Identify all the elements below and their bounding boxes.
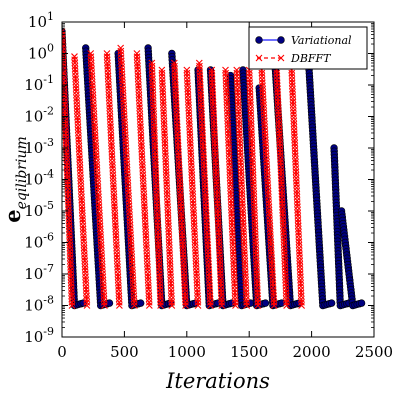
y-tick-label: 100 <box>28 42 54 63</box>
data-point-x <box>298 302 306 309</box>
legend-box <box>248 26 368 70</box>
segment-line <box>62 31 73 306</box>
x-tick-label: 1500 <box>230 343 268 361</box>
data-point-x <box>283 302 291 309</box>
series-segment <box>273 66 291 309</box>
y-tick-label: 10-7 <box>24 262 54 283</box>
data-point-x <box>254 302 262 309</box>
data-point-x <box>255 54 263 62</box>
series-segment <box>245 66 262 309</box>
y-tick-label: 10-9 <box>24 325 54 346</box>
y-axis: 10-9 10-8 10-7 10-6 10-5 10-4 10-3 10-2 10-1 100 1… <box>24 10 374 346</box>
data-point-x <box>68 302 76 309</box>
x-axis: 0 500 1000 1500 2000 2500 <box>57 22 393 361</box>
series-segment <box>195 59 214 309</box>
data-point-x <box>145 302 153 309</box>
y-axis-title: eeqilibrium <box>0 136 30 222</box>
y-tick-label: 10-4 <box>24 168 54 189</box>
y-axis-title-subscript: eqilibrium <box>14 136 30 209</box>
y-tick-label: 10-1 <box>24 73 54 94</box>
data-point-x <box>101 302 108 309</box>
data-point-x <box>207 302 214 309</box>
legend-marker <box>277 36 285 44</box>
data-point-x <box>116 302 123 309</box>
legend: Variational DBFFT <box>248 26 368 70</box>
series-layer <box>62 27 366 310</box>
y-tick-label: 10-3 <box>24 136 54 157</box>
x-axis-title: Iterations <box>165 369 270 393</box>
y-tick-label: 101 <box>28 10 54 31</box>
y-tick-label: 10-6 <box>24 231 54 252</box>
legend-marker <box>255 36 263 44</box>
y-tick-label: 10-8 <box>24 294 54 315</box>
series-segment <box>305 66 336 310</box>
series-segment <box>258 66 278 309</box>
series-segment <box>222 66 239 309</box>
data-point-x <box>277 54 285 62</box>
legend-label-variational: Variational <box>291 34 352 47</box>
y-tick-label: 10-2 <box>24 105 54 126</box>
series-segment <box>62 28 76 309</box>
series-segment <box>133 50 153 309</box>
data-point <box>327 299 336 307</box>
series-segment <box>148 59 164 309</box>
data-point-x <box>83 302 91 309</box>
data-point-x <box>218 302 226 309</box>
series-segment <box>103 50 123 309</box>
data-point-x <box>157 302 164 309</box>
x-tick-label: 500 <box>110 343 139 361</box>
x-tick-label: 2000 <box>293 343 331 361</box>
series-segment <box>233 66 251 309</box>
x-tick-label: 0 <box>57 343 67 361</box>
x-tick-label: 1000 <box>168 343 206 361</box>
data-point-x <box>194 302 202 309</box>
data-point <box>261 299 270 307</box>
segment-line <box>120 47 135 306</box>
series-segment <box>87 50 108 309</box>
series-dbfft <box>62 28 306 309</box>
series-segment <box>337 207 366 310</box>
y-tick-label: 10-5 <box>24 199 54 220</box>
series-segment <box>158 66 176 309</box>
data-point <box>136 299 145 307</box>
series-segment <box>208 66 226 309</box>
legend-label-dbfft: DBFFT <box>290 52 332 65</box>
y-axis-title-main: e <box>0 209 25 222</box>
series-segment <box>117 44 138 309</box>
data-point-x <box>130 302 138 309</box>
x-tick-label: 2500 <box>355 343 393 361</box>
data-point-x <box>182 302 189 309</box>
data-point-x <box>243 302 251 309</box>
data-point-x <box>232 302 239 309</box>
data-point <box>357 299 366 307</box>
series-segment <box>288 66 306 309</box>
legend-swatch-dbfft <box>255 54 285 62</box>
legend-swatch-variational <box>255 36 285 44</box>
series-segment <box>330 144 353 310</box>
series-segment <box>183 66 202 309</box>
data-point-x <box>270 302 278 309</box>
series-segment <box>226 71 255 310</box>
series-segment <box>71 53 91 309</box>
data-point-x <box>168 302 176 309</box>
series-segment <box>170 59 189 309</box>
